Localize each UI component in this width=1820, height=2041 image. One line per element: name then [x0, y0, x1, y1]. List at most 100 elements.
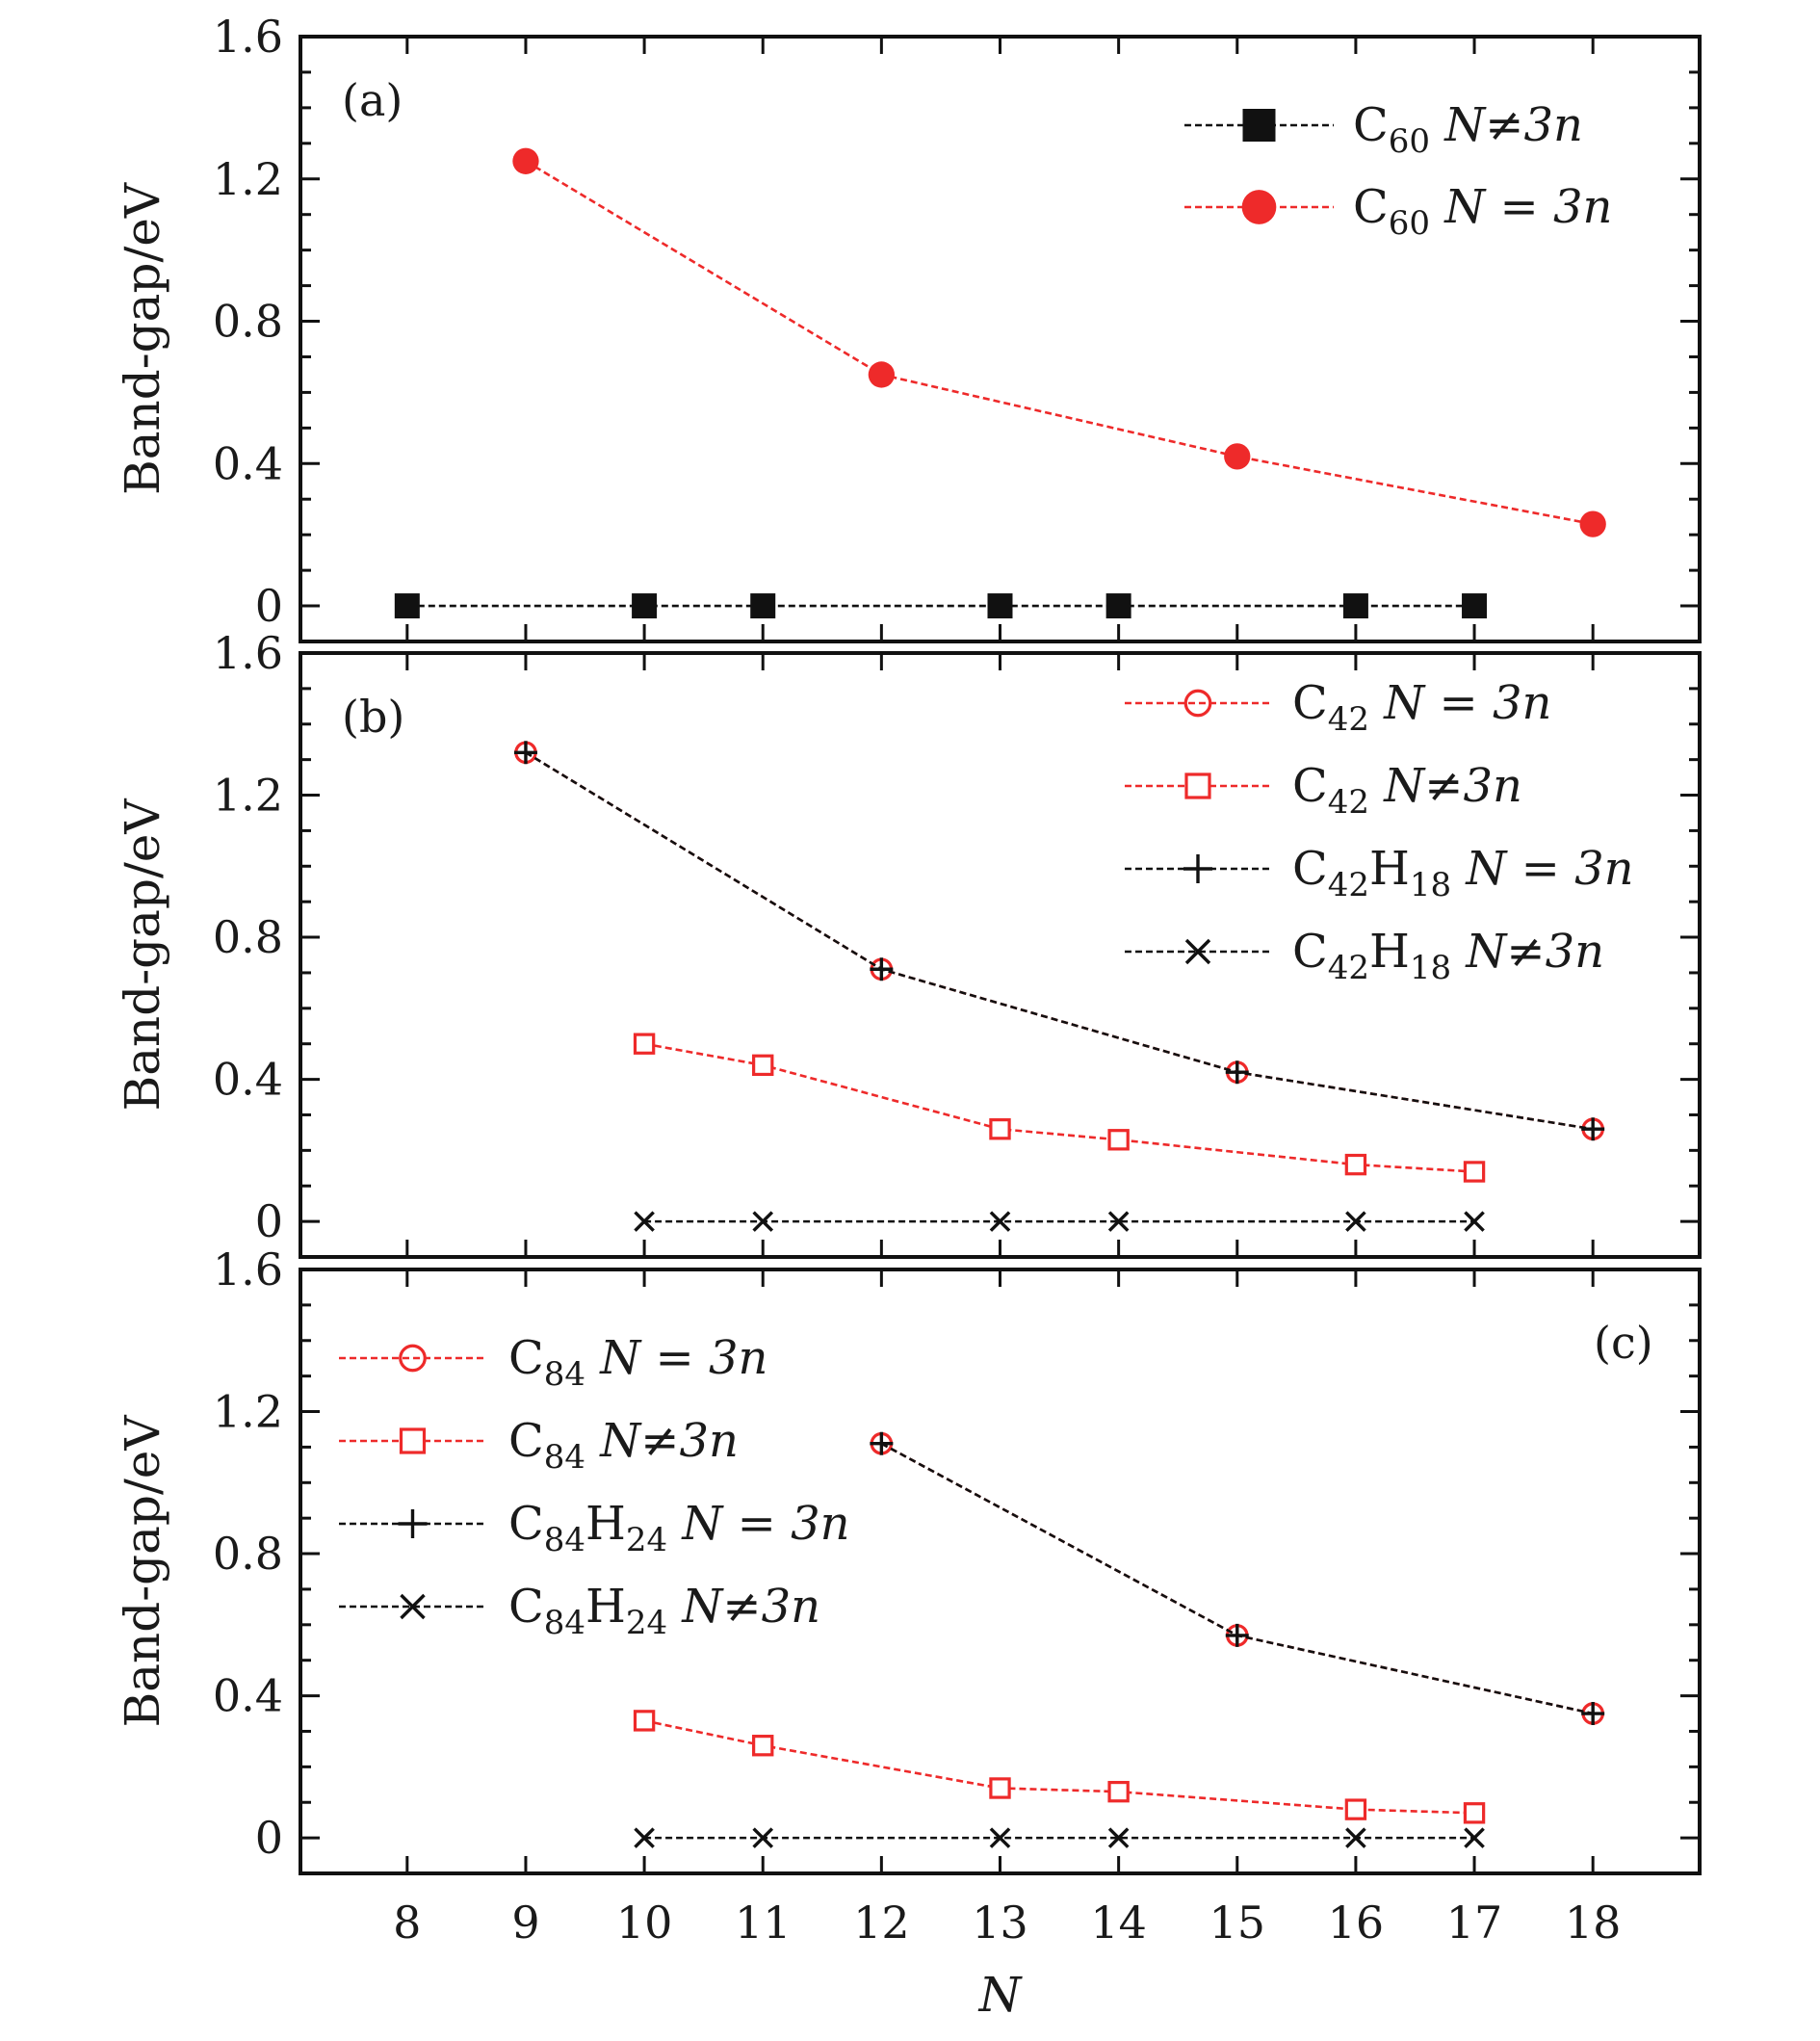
data-point [752, 1827, 774, 1848]
panel-label: (b) [342, 691, 404, 743]
y-tick-label: 0.8 [213, 1528, 283, 1580]
data-point [1225, 1623, 1249, 1647]
legend-entry: C84H24 N = 3n [339, 1497, 850, 1559]
y-tick-label: 0 [255, 1812, 283, 1864]
y-tick-label: 0.4 [213, 1054, 283, 1106]
data-point [989, 1777, 1011, 1799]
legend-entry: C60 N = 3n [1184, 180, 1612, 243]
y-tick-label: 0.4 [213, 437, 283, 489]
y-tick-label: 0 [255, 580, 283, 632]
legend-label: C84 N≠3n [508, 1414, 739, 1477]
data-point [989, 1118, 1011, 1140]
y-tick-label: 0.4 [213, 1670, 283, 1722]
data-point [1462, 593, 1488, 619]
x-tick-label: 10 [616, 1897, 673, 1949]
legend-label: C42 N≠3n [1292, 759, 1522, 822]
series-3 [634, 1827, 1485, 1848]
data-point [1579, 510, 1606, 537]
y-tick-label: 0 [255, 1195, 283, 1247]
legend-marker [1183, 854, 1212, 883]
y-axis-title: Band-gap/eV [115, 1415, 170, 1728]
legend-marker [398, 1509, 428, 1538]
legend-entry: C42 N = 3n [1125, 676, 1551, 739]
panel-c: 8 9 10 11 12 13 14 15 16 17 18 0 0.4 0.8 1.2 1.6 Band-ga… [115, 1243, 1702, 1949]
data-point [1342, 593, 1368, 619]
legend-entry: C84 N = 3n [339, 1331, 767, 1394]
y-tick-label: 1.2 [213, 153, 283, 205]
x-tick-label: 16 [1328, 1897, 1385, 1949]
data-point [394, 593, 420, 619]
x-axis-title: N [978, 1967, 1024, 2023]
series-2 [870, 1431, 1605, 1726]
y-tick-label: 1.6 [213, 11, 283, 63]
y-tick-label: 1.6 [213, 1243, 283, 1295]
legend-entry: C84 N≠3n [339, 1414, 739, 1477]
data-point [1345, 1827, 1366, 1848]
data-point [1224, 443, 1251, 470]
legend-label: C60 N = 3n [1353, 180, 1612, 243]
legend-marker [1242, 109, 1276, 142]
legend-entry: C42H18 N≠3n [1125, 925, 1604, 987]
legend-label: C84H24 N = 3n [508, 1497, 850, 1559]
data-point [1345, 1211, 1366, 1232]
data-point [1107, 1129, 1130, 1151]
series-1 [512, 147, 1606, 537]
y-tick-label: 0.8 [213, 911, 283, 963]
legend-entry: C42H18 N = 3n [1125, 842, 1634, 904]
data-point [1225, 1060, 1249, 1085]
panel-label: (c) [1594, 1317, 1653, 1369]
data-point [1464, 1211, 1485, 1232]
series-1 [633, 1033, 1486, 1183]
data-point [752, 1054, 774, 1077]
data-point [634, 1827, 655, 1848]
data-point [1107, 1211, 1130, 1232]
data-point [1463, 1802, 1486, 1824]
y-tick-label: 1.6 [213, 627, 283, 679]
data-point [1581, 1702, 1605, 1726]
data-point [752, 1211, 774, 1232]
legend-entry: C42 N≠3n [1125, 759, 1522, 822]
legend: C42 N = 3n C42 N≠3n C42H18 N = 3n C42H18 N≠… [1125, 676, 1634, 987]
series-1 [633, 1710, 1486, 1824]
legend-label: C42H18 N = 3n [1292, 842, 1634, 904]
legend-label: C42 N = 3n [1292, 676, 1551, 739]
legend-marker [1183, 689, 1212, 718]
legend-label: C60 N≠3n [1353, 98, 1583, 161]
panel-label: (a) [342, 74, 403, 126]
data-point [1344, 1153, 1367, 1176]
data-point [633, 1710, 656, 1732]
data-point [870, 1431, 894, 1455]
data-point [752, 1735, 774, 1757]
legend-label: C84 N = 3n [508, 1331, 767, 1394]
series-line [643, 1042, 1475, 1173]
y-tick-label: 0.8 [213, 296, 283, 348]
data-point [1107, 1827, 1130, 1848]
legend-label: C42H18 N≠3n [1292, 925, 1604, 987]
legend: C84 N = 3n C84 N≠3n C84H24 N = 3n C84H24 N≠… [339, 1331, 850, 1642]
x-tick-label: 15 [1209, 1897, 1265, 1949]
legend-marker [1241, 190, 1277, 224]
series-line [643, 1719, 1475, 1815]
data-point [1344, 1798, 1367, 1820]
x-tick-label: 12 [853, 1897, 910, 1949]
data-point [513, 741, 537, 765]
series-line [880, 1442, 1594, 1715]
data-point [633, 1033, 656, 1055]
legend-marker [1184, 938, 1211, 965]
data-point [989, 1211, 1011, 1232]
data-point [1463, 1161, 1486, 1183]
series-line [525, 160, 1594, 526]
legend: C60 N≠3n C60 N = 3n [1184, 98, 1612, 243]
data-point [512, 147, 539, 174]
legend-entry: C60 N≠3n [1184, 98, 1583, 161]
y-axis-title: Band-gap/eV [115, 798, 170, 1112]
x-tick-label: 9 [511, 1897, 539, 1949]
y-axis-title: Band-gap/eV [115, 182, 170, 495]
data-point [1464, 1827, 1485, 1848]
x-tick-label: 13 [972, 1897, 1028, 1949]
data-point [989, 1827, 1011, 1848]
legend-label: C84H24 N≠3n [508, 1580, 820, 1642]
legend-marker [399, 1344, 427, 1373]
data-point [987, 593, 1013, 619]
